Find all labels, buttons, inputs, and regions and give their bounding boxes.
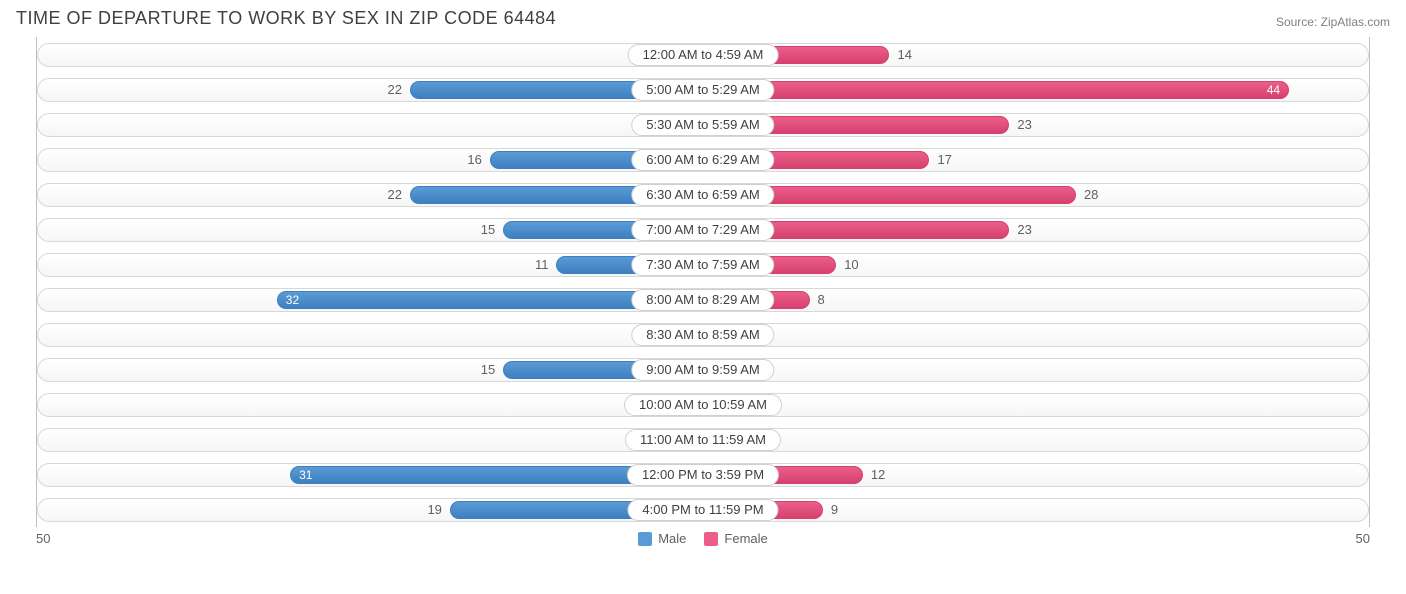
male-value: 22	[380, 82, 410, 97]
female-value: 17	[929, 152, 959, 167]
female-value: 12	[863, 467, 893, 482]
category-label: 7:00 AM to 7:29 AM	[631, 219, 774, 241]
row-left-half: 2	[37, 107, 703, 142]
row-right-half: 10	[703, 247, 1369, 282]
chart-row: 32 8 8:00 AM to 8:29 AM	[37, 282, 1369, 317]
category-label: 7:30 AM to 7:59 AM	[631, 254, 774, 276]
chart-title: TIME OF DEPARTURE TO WORK BY SEX IN ZIP …	[16, 8, 556, 29]
chart-plot-area: 01412:00 AM to 4:59 AM22445:00 AM to 5:2…	[36, 37, 1370, 527]
axis-row: 50 Male Female 50	[36, 527, 1370, 546]
row-right-half: 0	[703, 352, 1369, 387]
female-bar: 44	[703, 81, 1289, 99]
category-label: 8:00 AM to 8:29 AM	[631, 289, 774, 311]
source-link[interactable]: ZipAtlas.com	[1321, 15, 1390, 29]
category-label: 6:30 AM to 6:59 AM	[631, 184, 774, 206]
row-right-half: 14	[703, 37, 1369, 72]
row-left-half: 0	[37, 317, 703, 352]
male-value: 31	[299, 468, 312, 482]
chart-row: 22 28 6:30 AM to 6:59 AM	[37, 177, 1369, 212]
female-value: 28	[1076, 187, 1106, 202]
row-left-half: 31	[37, 457, 703, 492]
male-value: 15	[473, 222, 503, 237]
category-label: 11:00 AM to 11:59 AM	[625, 429, 781, 451]
female-value: 10	[836, 257, 866, 272]
chart-row: 2 23 5:30 AM to 5:59 AM	[37, 107, 1369, 142]
row-left-half: 22	[37, 177, 703, 212]
row-left-half: 32	[37, 282, 703, 317]
male-value: 11	[527, 257, 557, 272]
row-left-half: 0	[37, 37, 703, 72]
chart-row: 0 14 12:00 AM to 4:59 AM	[37, 37, 1369, 72]
legend-swatch-male	[638, 532, 652, 546]
legend-swatch-female	[704, 532, 718, 546]
row-left-half: 15	[37, 352, 703, 387]
chart-row: 15 23 7:00 AM to 7:29 AM	[37, 212, 1369, 247]
chart-row: 028:30 AM to 8:59 AM	[37, 317, 1369, 352]
chart-row: 0010:00 AM to 10:59 AM	[37, 387, 1369, 422]
chart-row: 11 10 7:30 AM to 7:59 AM	[37, 247, 1369, 282]
male-value: 16	[459, 152, 489, 167]
row-right-half: 0	[703, 387, 1369, 422]
female-value: 8	[810, 292, 833, 307]
chart-row: 19 9 4:00 PM to 11:59 PM	[37, 492, 1369, 527]
male-value: 15	[473, 362, 503, 377]
chart-row: 15 09:00 AM to 9:59 AM	[37, 352, 1369, 387]
female-value: 9	[823, 502, 846, 517]
legend-label-female: Female	[724, 531, 767, 546]
row-right-half: 8	[703, 282, 1369, 317]
row-left-half: 16	[37, 142, 703, 177]
chart-row: 22 44 5:00 AM to 5:29 AM	[37, 72, 1369, 107]
category-label: 6:00 AM to 6:29 AM	[631, 149, 774, 171]
row-left-half: 11	[37, 247, 703, 282]
row-left-half: 15	[37, 212, 703, 247]
row-left-half: 22	[37, 72, 703, 107]
row-right-half: 12	[703, 457, 1369, 492]
row-right-half: 17	[703, 142, 1369, 177]
source-prefix: Source:	[1276, 15, 1321, 29]
chart-header: TIME OF DEPARTURE TO WORK BY SEX IN ZIP …	[12, 8, 1394, 37]
row-right-half: 28	[703, 177, 1369, 212]
row-left-half: 19	[37, 492, 703, 527]
category-label: 5:30 AM to 5:59 AM	[631, 114, 774, 136]
chart-row: 31 12 12:00 PM to 3:59 PM	[37, 457, 1369, 492]
row-left-half: 0	[37, 387, 703, 422]
category-label: 12:00 PM to 3:59 PM	[627, 464, 779, 486]
chart-row: 0011:00 AM to 11:59 AM	[37, 422, 1369, 457]
row-right-half: 23	[703, 107, 1369, 142]
category-label: 8:30 AM to 8:59 AM	[631, 324, 774, 346]
row-left-half: 0	[37, 422, 703, 457]
female-value: 14	[889, 47, 919, 62]
legend: Male Female	[638, 531, 768, 546]
male-value: 22	[380, 187, 410, 202]
female-value: 44	[1267, 83, 1280, 97]
male-value: 19	[419, 502, 449, 517]
legend-item-female: Female	[704, 531, 767, 546]
female-value: 23	[1009, 222, 1039, 237]
row-right-half: 23	[703, 212, 1369, 247]
category-label: 4:00 PM to 11:59 PM	[627, 499, 778, 521]
female-value: 23	[1009, 117, 1039, 132]
chart-source: Source: ZipAtlas.com	[1276, 15, 1390, 29]
row-right-half: 0	[703, 422, 1369, 457]
chart-row: 16 17 6:00 AM to 6:29 AM	[37, 142, 1369, 177]
axis-right-max: 50	[1356, 531, 1370, 546]
category-label: 10:00 AM to 10:59 AM	[624, 394, 782, 416]
category-label: 5:00 AM to 5:29 AM	[631, 79, 774, 101]
male-value: 32	[286, 293, 299, 307]
row-right-half: 2	[703, 317, 1369, 352]
row-right-half: 9	[703, 492, 1369, 527]
axis-left-max: 50	[36, 531, 50, 546]
category-label: 9:00 AM to 9:59 AM	[631, 359, 774, 381]
category-label: 12:00 AM to 4:59 AM	[628, 44, 779, 66]
row-right-half: 44	[703, 72, 1369, 107]
legend-item-male: Male	[638, 531, 686, 546]
legend-label-male: Male	[658, 531, 686, 546]
